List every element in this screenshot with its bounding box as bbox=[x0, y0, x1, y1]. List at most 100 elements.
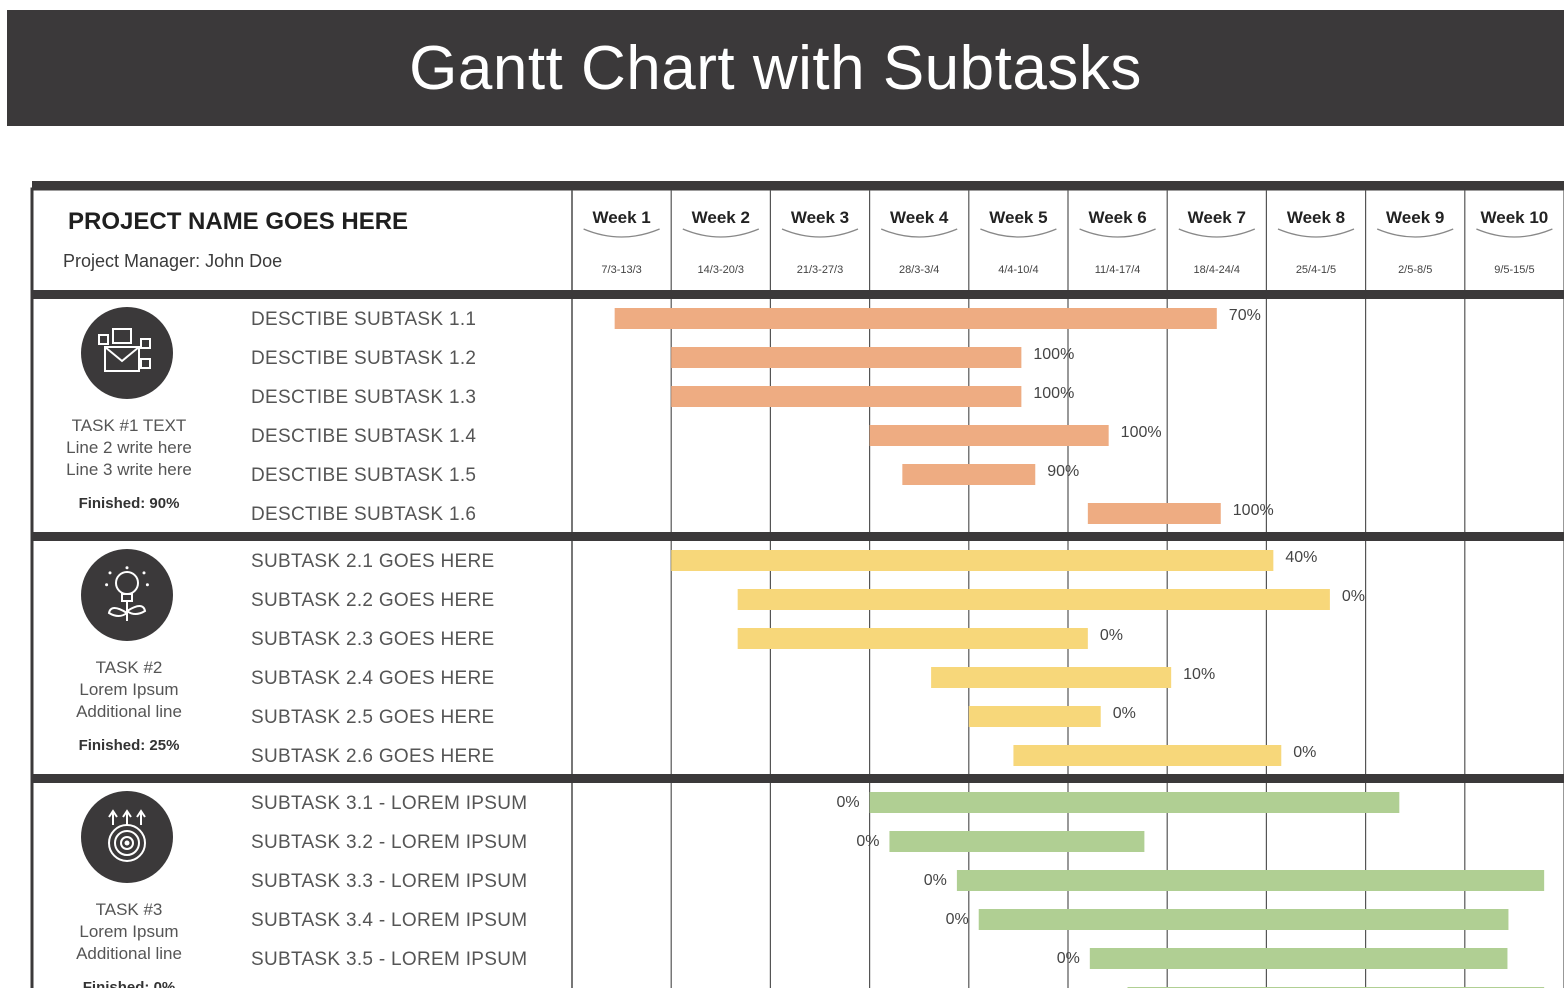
task-finished: Finished: 0% bbox=[83, 979, 176, 988]
light-ray bbox=[108, 571, 112, 575]
task-text: Additional line bbox=[76, 702, 182, 721]
project-manager: Project Manager: John Doe bbox=[63, 251, 282, 271]
week-dates: 11/4-17/4 bbox=[1095, 264, 1141, 276]
project-name: PROJECT NAME GOES HERE bbox=[68, 208, 408, 235]
task-finished: Finished: 90% bbox=[79, 495, 180, 512]
subtask-label: SUBTASK 3.3 - LOREM IPSUM bbox=[251, 871, 527, 892]
gantt-bar bbox=[614, 308, 1217, 329]
gantt-bar bbox=[737, 628, 1088, 649]
gantt-bar bbox=[671, 386, 1022, 407]
task-text: Line 3 write here bbox=[66, 460, 192, 479]
subtask-label: SUBTASK 2.4 GOES HERE bbox=[251, 668, 495, 689]
gantt-bar bbox=[956, 870, 1545, 891]
light-ray bbox=[145, 583, 149, 587]
week-underline-arc bbox=[1277, 228, 1355, 238]
light-ray bbox=[125, 566, 129, 570]
percent-label: 0% bbox=[1113, 705, 1136, 722]
plant-leaf bbox=[107, 607, 128, 617]
task-text: TASK #3 bbox=[96, 900, 163, 919]
target-arrows-icon bbox=[81, 791, 173, 883]
percent-label: 100% bbox=[1033, 346, 1074, 363]
light-ray bbox=[105, 583, 109, 587]
section-divider bbox=[32, 532, 1564, 541]
gantt-bar bbox=[737, 589, 1330, 610]
week-dates: 14/3-20/3 bbox=[698, 264, 744, 276]
section-divider bbox=[32, 181, 1564, 190]
subtask-label: SUBTASK 3.1 - LOREM IPSUM bbox=[251, 793, 527, 814]
gantt-bar bbox=[1087, 503, 1221, 524]
week-dates: 21/3-27/3 bbox=[797, 264, 843, 276]
small-square bbox=[140, 338, 151, 349]
subtask-label: SUBTASK 2.3 GOES HERE bbox=[251, 629, 495, 650]
percent-label: 90% bbox=[1047, 463, 1079, 480]
task-text: Lorem Ipsum bbox=[79, 680, 178, 699]
envelope-documents-icon bbox=[81, 307, 173, 399]
gantt-bar bbox=[1089, 948, 1508, 969]
chart-title: Gantt Chart with Subtasks bbox=[409, 33, 1142, 103]
week-label: Week 5 bbox=[989, 208, 1047, 227]
task-text: TASK #2 bbox=[96, 658, 163, 677]
subtask-label: SUBTASK 3.5 - LOREM IPSUM bbox=[251, 949, 527, 970]
week-underline-arc bbox=[980, 228, 1057, 238]
week-dates: 2/5-8/5 bbox=[1398, 264, 1432, 276]
week-underline-arc bbox=[880, 228, 958, 238]
subtask-label: SUBTASK 3.2 - LOREM IPSUM bbox=[251, 832, 527, 853]
week-dates: 9/5-15/5 bbox=[1494, 264, 1534, 276]
subtask-label: DESCTIBE SUBTASK 1.4 bbox=[251, 426, 476, 447]
gantt-bar bbox=[869, 425, 1109, 446]
envelope-body bbox=[104, 346, 140, 372]
week-label: Week 6 bbox=[1088, 208, 1146, 227]
percent-label: 10% bbox=[1183, 666, 1215, 683]
gantt-bar bbox=[671, 347, 1022, 368]
chart-title-bar: Gantt Chart with Subtasks bbox=[7, 10, 1564, 126]
subtask-label: SUBTASK 3.4 - LOREM IPSUM bbox=[251, 910, 527, 931]
section-divider bbox=[32, 290, 1564, 299]
task-text: Line 2 write here bbox=[66, 438, 192, 457]
week-dates: 28/3-3/4 bbox=[899, 264, 939, 276]
subtask-label: SUBTASK 2.2 GOES HERE bbox=[251, 590, 495, 611]
percent-label: 0% bbox=[1293, 744, 1316, 761]
week-label: Week 9 bbox=[1386, 208, 1444, 227]
section-divider bbox=[32, 774, 1564, 783]
plant-leaf bbox=[126, 605, 147, 615]
subtask-label: DESCTIBE SUBTASK 1.1 bbox=[251, 309, 476, 330]
week-label: Week 10 bbox=[1481, 208, 1549, 227]
subtask-label: DESCTIBE SUBTASK 1.2 bbox=[251, 348, 476, 369]
gantt-bar bbox=[889, 831, 1145, 852]
envelope-flap bbox=[104, 346, 140, 363]
gantt-bar bbox=[671, 550, 1274, 571]
percent-label: 100% bbox=[1233, 502, 1274, 519]
week-label: Week 3 bbox=[791, 208, 849, 227]
week-dates: 4/4-10/4 bbox=[998, 264, 1038, 276]
gantt-bar bbox=[902, 464, 1036, 485]
week-label: Week 8 bbox=[1287, 208, 1345, 227]
target-ring bbox=[120, 836, 134, 850]
document-sheet bbox=[112, 328, 132, 344]
gantt-bar bbox=[968, 706, 1101, 727]
percent-label: 70% bbox=[1229, 307, 1261, 324]
small-square bbox=[140, 358, 151, 369]
icon-badge bbox=[81, 307, 173, 399]
gantt-bar bbox=[931, 667, 1172, 688]
percent-label: 100% bbox=[1033, 385, 1074, 402]
arrow-head bbox=[122, 809, 132, 818]
subtask-label: DESCTIBE SUBTASK 1.6 bbox=[251, 504, 476, 525]
task-text: Lorem Ipsum bbox=[79, 922, 178, 941]
percent-label: 0% bbox=[1100, 627, 1123, 644]
week-label: Week 1 bbox=[592, 208, 650, 227]
task-finished: Finished: 25% bbox=[79, 737, 180, 754]
gantt-bar bbox=[869, 792, 1400, 813]
week-underline-arc bbox=[1376, 228, 1454, 238]
subtask-label: DESCTIBE SUBTASK 1.5 bbox=[251, 465, 476, 486]
task-text: Additional line bbox=[76, 944, 182, 963]
task-text: TASK #1 TEXT bbox=[72, 416, 187, 435]
percent-label: 0% bbox=[856, 833, 879, 850]
subtask-label: SUBTASK 2.1 GOES HERE bbox=[251, 551, 495, 572]
arrow-head bbox=[108, 809, 118, 818]
lightbulb-plant-icon bbox=[81, 549, 173, 641]
week-label: Week 4 bbox=[890, 208, 949, 227]
week-underline-arc bbox=[1476, 228, 1553, 238]
week-label: Week 2 bbox=[692, 208, 750, 227]
gantt-bar bbox=[978, 909, 1509, 930]
